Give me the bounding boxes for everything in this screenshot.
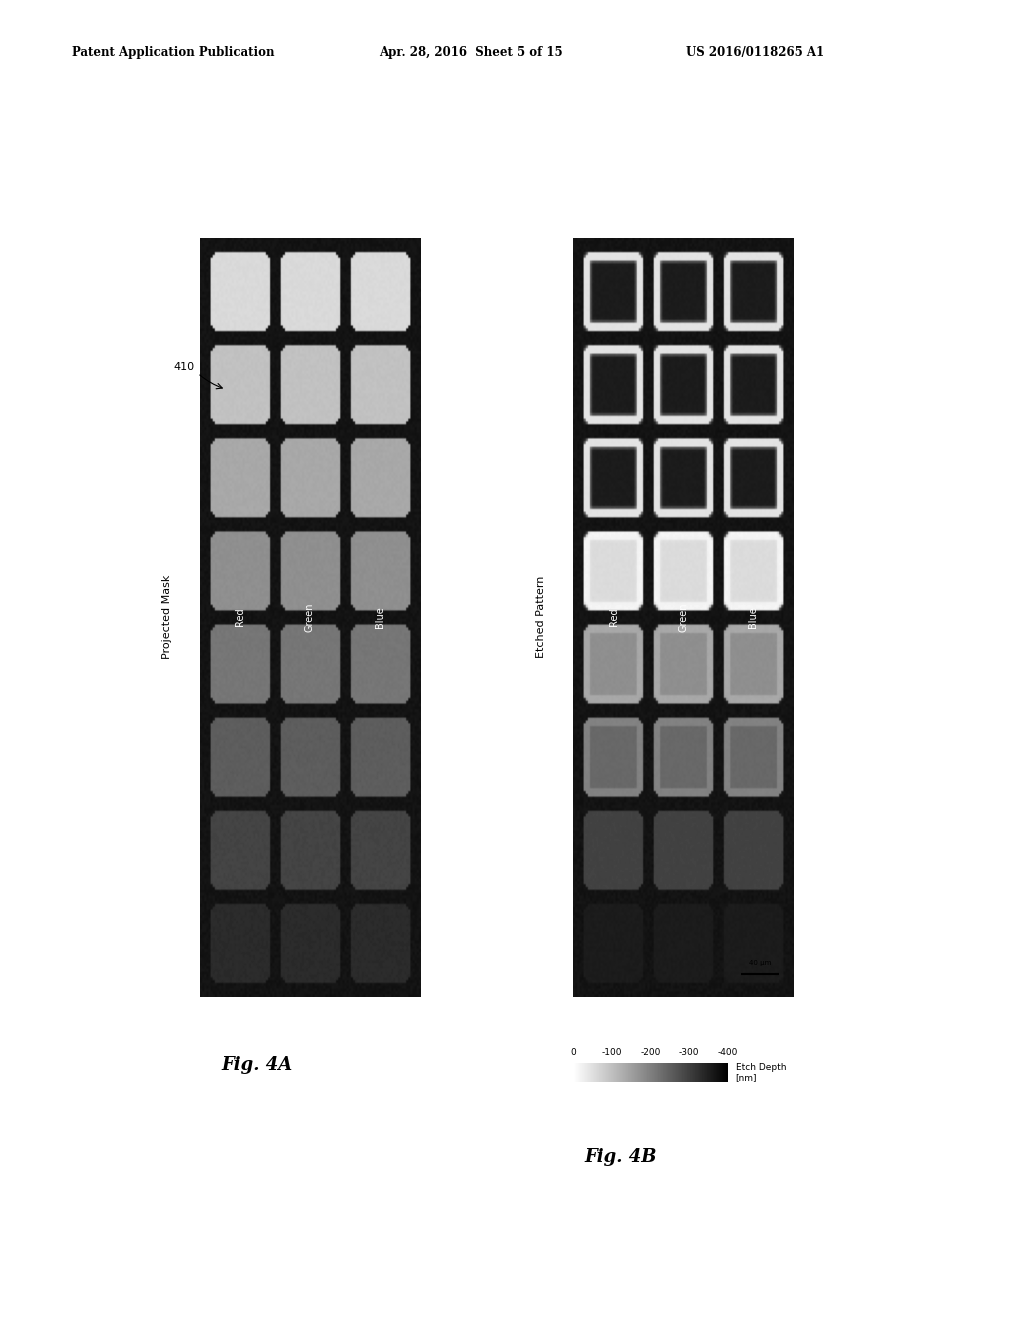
Text: 160: 160 [423, 566, 440, 576]
Text: Blue: Blue [749, 606, 759, 628]
Text: -100: -100 [602, 1048, 623, 1057]
Text: 255: 255 [423, 286, 440, 296]
Text: Blue: Blue [375, 606, 385, 628]
Text: 40 μm: 40 μm [749, 960, 771, 965]
Text: Green: Green [679, 602, 688, 632]
Text: Fig. 4B: Fig. 4B [585, 1148, 657, 1167]
Text: -300: -300 [679, 1048, 699, 1057]
Text: 224: 224 [423, 380, 439, 389]
Text: 128: 128 [423, 659, 440, 668]
Text: US 2016/0118265 A1: US 2016/0118265 A1 [686, 46, 824, 59]
Text: -400: -400 [718, 1048, 737, 1057]
Text: Patent Application Publication: Patent Application Publication [72, 46, 274, 59]
Text: Green: Green [305, 602, 314, 632]
Text: 410: 410 [173, 362, 195, 372]
Text: Apr. 28, 2016  Sheet 5 of 15: Apr. 28, 2016 Sheet 5 of 15 [379, 46, 562, 59]
Text: 192: 192 [423, 473, 440, 482]
Text: 0: 0 [570, 1048, 577, 1057]
Text: Etched Pattern: Etched Pattern [536, 576, 546, 659]
Text: 32: 32 [423, 939, 434, 948]
Text: -200: -200 [640, 1048, 660, 1057]
Text: Red: Red [234, 607, 245, 627]
Text: Fig. 4A: Fig. 4A [222, 1056, 293, 1074]
Text: 96: 96 [423, 752, 434, 762]
Text: Projected Mask: Projected Mask [162, 576, 172, 659]
Text: Red: Red [608, 607, 618, 627]
Text: 64: 64 [423, 845, 434, 854]
Text: Etch Depth
[nm]: Etch Depth [nm] [735, 1063, 786, 1082]
